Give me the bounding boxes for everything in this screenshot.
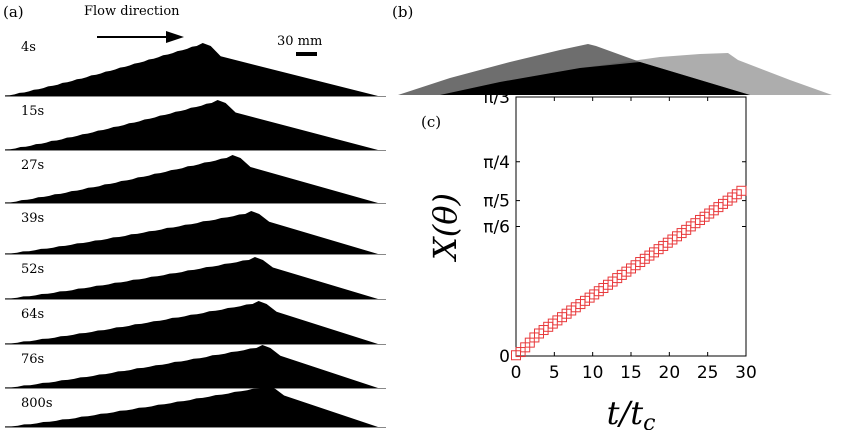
scale-bar-label: 30 mm [277,34,323,49]
y-tick-label: π/3 [483,88,510,108]
plot-frame [515,96,747,357]
y-tick-label: π/5 [483,192,510,212]
y-tick-label: 0 [499,347,510,367]
x-tick-label: 0 [511,363,522,383]
panel-label-a: (a) [3,3,24,21]
x-tick-label: 25 [697,363,719,383]
time-label-0: 4s [21,40,36,55]
y-axis-label: X(θ) [426,193,464,263]
y-tick-label: π/6 [483,218,510,238]
panel-label-c: (c) [421,113,442,131]
time-label-7: 800s [21,396,53,411]
time-label-4: 52s [21,262,45,277]
y-tick-label: π/4 [483,153,510,173]
flow-direction-label: Flow direction [84,4,180,19]
x-tick-label: 30 [735,363,757,383]
dune-profile-3 [5,211,378,254]
dune-profile-4 [5,257,378,299]
time-label-1: 15s [21,104,45,119]
time-label-3: 39s [21,211,45,226]
x-tick-label: 10 [582,363,604,383]
time-label-5: 64s [21,307,45,322]
dune-profile-5 [5,301,378,344]
x-tick-label: 15 [620,363,642,383]
x-tick-label: 20 [659,363,681,383]
dune-profile-2 [5,155,378,203]
time-label-6: 76s [21,352,45,367]
dune-profile-0 [5,43,378,96]
x-axis-label: t/tc [607,394,656,430]
time-label-2: 27s [21,158,45,173]
data-point [736,185,747,196]
dune-profile-7 [5,385,378,427]
dune-profile-1 [5,100,378,150]
dune-profile-6 [5,345,378,388]
x-tick-label: 5 [549,363,560,383]
panel-label-b: (b) [392,3,414,21]
overlay-intersection [440,62,750,95]
